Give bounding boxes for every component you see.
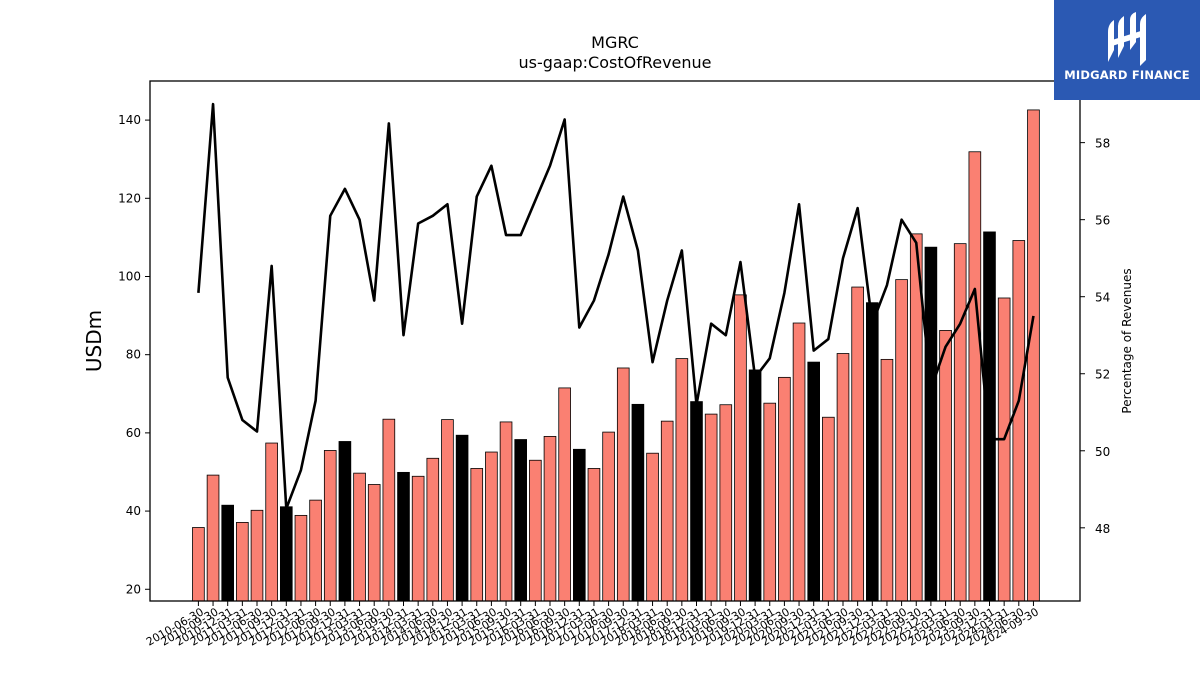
bar-2013-06-30: [367, 484, 381, 602]
bar-2013-09-30: [382, 418, 396, 602]
y2-tick-label: 52: [1095, 368, 1110, 382]
bar-2011-09-30: [265, 442, 278, 602]
bar-2019-03-31: [704, 413, 718, 602]
bar-2022-06-30: [895, 279, 908, 602]
bar-2021-09-30: [851, 286, 864, 602]
bar-2019-06-30: [719, 404, 733, 602]
bar-2014-06-30: [426, 457, 440, 602]
bar-2020-12-31: [807, 361, 820, 602]
bar-2012-06-30: [309, 499, 322, 602]
y-tick-label: 100: [118, 269, 141, 283]
midgard-logo-icon: [1108, 12, 1146, 66]
y2-axis: 48 50 52 54 56 58: [1080, 137, 1110, 536]
bar-2023-09-30: [968, 151, 982, 602]
bar-2023-03-31: [939, 330, 952, 602]
bar-2011-06-30: [250, 509, 264, 602]
bar-2019-09-30: [734, 294, 747, 602]
y2-tick-label: 54: [1095, 291, 1110, 305]
y2-axis-label: Percentage of Revenues: [1120, 268, 1134, 413]
brand-logo: MIDGARD FINANCE: [1054, 0, 1200, 100]
y2-tick-label: 50: [1095, 445, 1110, 459]
chart-subtitle: us-gaap:CostOfRevenue: [518, 53, 711, 72]
bar-2017-09-30: [616, 367, 630, 602]
bar-2018-03-31: [646, 452, 659, 602]
y2-tick-label: 56: [1095, 214, 1110, 228]
bar-2010-12-31: [221, 504, 235, 602]
bar-2024-03-31: [997, 297, 1011, 602]
y-tick-label: 140: [118, 113, 141, 127]
plot-frame: [149, 80, 1081, 602]
bar-2016-03-31: [529, 459, 542, 602]
bar-2016-09-30: [558, 387, 571, 602]
bar-2016-06-30: [543, 435, 557, 602]
bar-2023-12-31: [983, 231, 996, 602]
bar-2017-12-31: [631, 403, 645, 602]
bar-2021-12-31: [866, 302, 879, 602]
bar-2021-06-30: [836, 353, 850, 602]
bar-2013-03-31: [353, 472, 366, 602]
x-axis: 2010-06-302010-09-302010-12-312011-03-31…: [144, 601, 1041, 649]
bar-2018-06-30: [660, 420, 674, 602]
brand-name: MIDGARD FINANCE: [1064, 68, 1190, 82]
bar-series: [192, 109, 1040, 602]
y2-tick-label: 58: [1095, 137, 1110, 151]
bar-2015-09-30: [499, 421, 513, 602]
bar-2015-06-30: [485, 451, 498, 602]
percentage-line: [197, 102, 1035, 510]
y-tick-label: 60: [126, 426, 141, 440]
bar-2017-03-31: [587, 468, 601, 602]
bar-2014-03-31: [411, 475, 425, 602]
bar-2012-09-30: [323, 450, 337, 602]
chart-title: MGRC: [591, 33, 639, 52]
bar-2014-12-31: [455, 434, 469, 602]
bar-2015-12-31: [514, 439, 527, 602]
bar-2020-06-30: [778, 376, 791, 602]
y-axis: 20 40 60 80 100 120 140: [118, 113, 150, 596]
bar-2010-06-30: [192, 527, 205, 602]
bar-2023-06-30: [953, 243, 967, 602]
bar-2016-12-31: [573, 448, 586, 602]
bar-2021-03-31: [822, 416, 835, 602]
bar-2012-03-31: [294, 514, 308, 602]
bar-2011-03-31: [236, 522, 249, 602]
y2-tick-label: 48: [1095, 522, 1110, 536]
y-tick-label: 20: [126, 582, 141, 596]
bar-2022-03-31: [880, 358, 894, 602]
bar-2020-03-31: [763, 402, 777, 602]
bar-2018-09-30: [675, 358, 689, 602]
y-tick-label: 120: [118, 191, 141, 205]
bar-2017-06-30: [602, 431, 615, 602]
bar-2015-03-31: [470, 468, 484, 602]
bar-2018-12-31: [690, 401, 703, 602]
y-tick-label: 80: [126, 348, 141, 362]
bar-2024-09-30: [1027, 109, 1040, 602]
bar-2010-09-30: [206, 474, 220, 602]
bar-2019-12-31: [748, 369, 762, 602]
bar-2024-06-30: [1012, 240, 1026, 602]
bar-2013-12-31: [397, 471, 410, 602]
bar-2011-12-31: [279, 506, 293, 602]
bar-2020-09-30: [792, 322, 806, 602]
line-series: [197, 102, 1035, 510]
bar-2014-09-30: [441, 419, 454, 602]
bar-2012-12-31: [338, 441, 352, 602]
y-axis-label: USDm: [82, 310, 106, 372]
y-tick-label: 40: [126, 504, 141, 518]
bar-2022-12-31: [924, 246, 938, 602]
